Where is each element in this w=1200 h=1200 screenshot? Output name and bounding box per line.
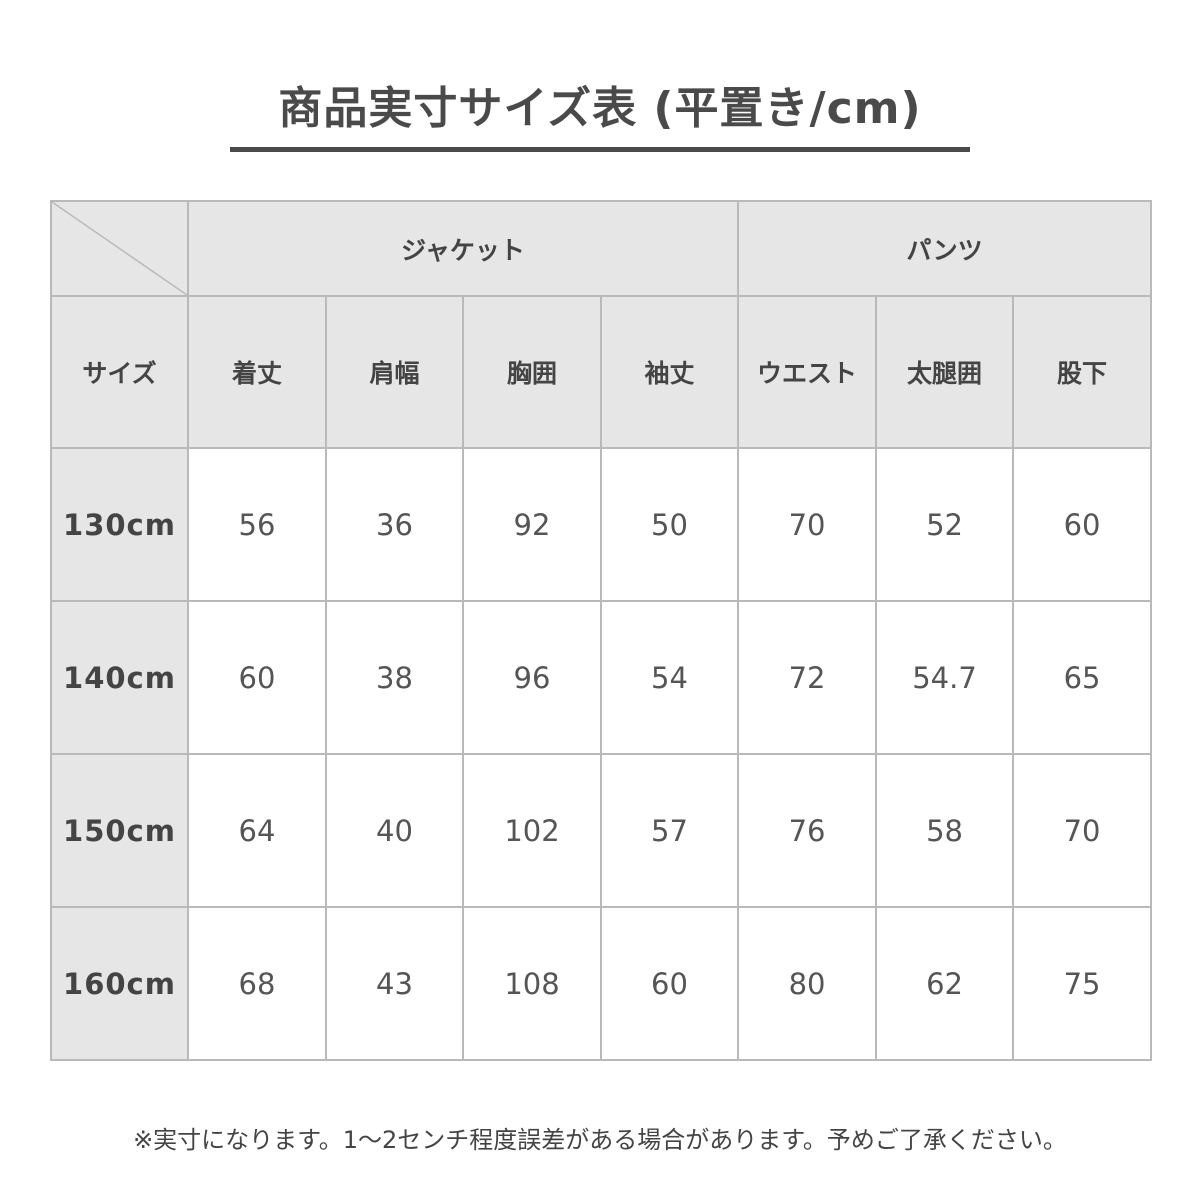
table-cell: 96 (462, 600, 602, 755)
table-cell: 56 (187, 447, 327, 602)
table-cell: 52 (875, 447, 1015, 602)
column-header: 胸囲 (462, 295, 602, 449)
table-cell: 70 (1012, 753, 1153, 908)
table-cell: 50 (599, 447, 740, 602)
table-cell: 60 (187, 600, 327, 755)
table-cell: 80 (737, 906, 878, 1061)
table-row: 140cm 60 38 96 54 72 54.7 65 (50, 600, 1153, 755)
group-header-row: ジャケット パンツ (50, 200, 1153, 297)
table-cell: 36 (325, 447, 464, 602)
title-underline (230, 147, 970, 152)
table-cell: 60 (1012, 447, 1153, 602)
table-cell: 68 (187, 906, 327, 1061)
size-label: 150cm (50, 753, 189, 908)
table-row: 130cm 56 36 92 50 70 52 60 (50, 447, 1153, 602)
corner-cell (50, 200, 189, 297)
group-pants: パンツ (737, 200, 1153, 297)
diagonal-line (52, 202, 187, 295)
column-header: 肩幅 (325, 295, 464, 449)
table-cell: 76 (737, 753, 878, 908)
table-cell: 54 (599, 600, 740, 755)
column-header: 股下 (1012, 295, 1153, 449)
table-cell: 60 (599, 906, 740, 1061)
size-table: ジャケット パンツ サイズ 着丈 肩幅 胸囲 袖丈 ウエスト 太腿囲 股下 130cm 56 36… (50, 200, 1153, 1061)
page-title: 商品実寸サイズ表 (平置き/cm) (278, 83, 922, 134)
table-cell: 108 (462, 906, 602, 1061)
group-jacket: ジャケット (186, 200, 740, 297)
size-label: 140cm (50, 600, 189, 755)
footnote: ※実寸になります。1～2センチ程度誤差がある場合があります。予めご了承ください。 (133, 1126, 1067, 1154)
table-cell: 72 (737, 600, 878, 755)
column-header: 太腿囲 (875, 295, 1015, 449)
column-header: ウエスト (737, 295, 878, 449)
table-cell: 58 (875, 753, 1015, 908)
column-header-row: サイズ 着丈 肩幅 胸囲 袖丈 ウエスト 太腿囲 股下 (50, 295, 1153, 449)
table-cell: 62 (875, 906, 1015, 1061)
table-row: 150cm 64 40 102 57 76 58 70 (50, 753, 1153, 908)
table-cell: 38 (325, 600, 464, 755)
size-label: 160cm (50, 906, 189, 1061)
table-cell: 43 (325, 906, 464, 1061)
column-header: 袖丈 (599, 295, 740, 449)
table-cell: 64 (187, 753, 327, 908)
size-label: 130cm (50, 447, 189, 602)
table-cell: 75 (1012, 906, 1153, 1061)
table-cell: 40 (325, 753, 464, 908)
table-cell: 65 (1012, 600, 1153, 755)
column-header: サイズ (50, 295, 189, 449)
table-cell: 57 (599, 753, 740, 908)
table-cell: 70 (737, 447, 878, 602)
table-cell: 102 (462, 753, 602, 908)
column-header: 着丈 (187, 295, 327, 449)
table-cell: 54.7 (875, 600, 1015, 755)
table-cell: 92 (462, 447, 602, 602)
table-row: 160cm 68 43 108 60 80 62 75 (50, 906, 1153, 1061)
